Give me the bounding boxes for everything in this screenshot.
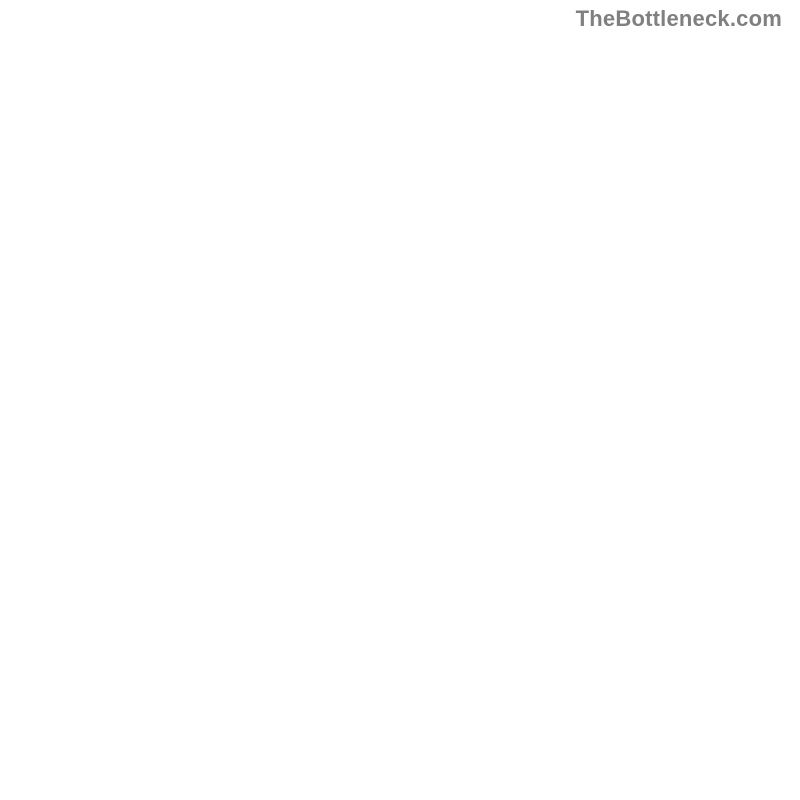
chart-container: TheBottleneck.com [0,0,800,800]
watermark-text: TheBottleneck.com [576,6,782,32]
bottleneck-heatmap [0,0,800,800]
